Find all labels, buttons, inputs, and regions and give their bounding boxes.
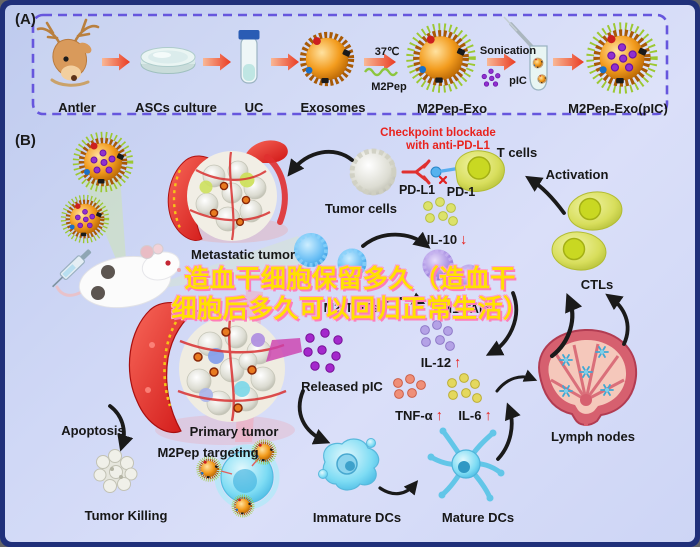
il-10-down-arrow-icon: ↓	[460, 231, 468, 248]
label-pd-1: PD-1	[446, 185, 476, 199]
label-pd-l1: PD-L1	[398, 183, 436, 197]
label-ascs-culture: ASCs culture	[135, 100, 217, 115]
label-il-12: IL-12 ↑	[421, 355, 462, 370]
mouse-icon	[55, 243, 181, 309]
watermark-line-1: 造血干细胞保留多久（造血干	[184, 265, 516, 293]
label-tnf-alpha: TNF-α ↑	[395, 408, 443, 423]
m2-tam-cells	[294, 233, 367, 278]
il-6-up-arrow-icon: ↑	[484, 407, 492, 424]
m1-tam-cells	[422, 249, 482, 290]
blocked-x-icon	[438, 175, 448, 185]
t-cell-icon	[455, 150, 505, 192]
label-m1-tams: M1-TAMs	[441, 302, 497, 316]
label-m2-tams: M2-TAMs	[323, 301, 379, 315]
uc-tube-icon	[238, 30, 260, 84]
il-6-dots	[447, 373, 482, 403]
label-il-6: IL-6 ↑	[458, 408, 491, 423]
label-apoptosis: Apoptosis	[61, 423, 125, 438]
label-m2pep-exo-pic: M2Pep-Exo(pIC)	[568, 101, 668, 116]
watermark-text: 造血干细胞保留多久（造血干 细胞后多久可以回归正常生活）	[5, 264, 695, 324]
panel-b-tag: (B)	[15, 132, 36, 149]
label-released-pic: Released pIC	[301, 379, 383, 394]
label-tumor-killing: Tumor Killing	[84, 508, 168, 523]
il-10-text: IL-10	[426, 232, 458, 247]
deer-antler-icon	[36, 18, 100, 87]
label-sonication: Sonication	[479, 45, 537, 57]
label-antler: Antler	[58, 100, 96, 115]
immature-dc-icon	[318, 438, 380, 491]
label-m2pep: M2Pep	[371, 81, 407, 93]
tumor-cell-icon	[349, 148, 397, 196]
label-checkpoint-1: Checkpoint blockade	[380, 127, 496, 139]
label-t-cells: T cells	[496, 145, 538, 160]
lymph-node-illustration	[538, 328, 638, 426]
workflow-arrows	[102, 53, 584, 71]
il-12-text: IL-12	[420, 355, 452, 370]
watermark-line-2: 细胞后多久可以回归正常生活）	[171, 295, 529, 323]
ctl-cell-icon	[567, 191, 623, 231]
label-tumor-cells: Tumor cells	[324, 201, 398, 216]
label-ctls: CTLs	[580, 277, 614, 292]
tnf-up-arrow-icon: ↑	[435, 407, 443, 424]
label-m2pep-targeting: M2Pep targeting	[157, 445, 259, 460]
injection-beam-2	[134, 236, 316, 292]
injected-nanoparticle-icon	[76, 135, 130, 189]
petri-dish-icon	[140, 47, 196, 74]
il-12-up-arrow-icon: ↑	[454, 354, 462, 371]
panel-a-tag: (A)	[15, 11, 36, 28]
metastatic-tumor-illustration	[167, 140, 288, 243]
label-checkpoint-2: with anti-PD-L1	[406, 140, 490, 152]
tnf-dots	[393, 374, 426, 399]
diagram-artwork	[31, 13, 669, 518]
label-exosomes: Exosomes	[300, 100, 366, 115]
label-immature-dcs: Immature DCs	[312, 510, 402, 525]
label-il-10: IL-10 ↓	[427, 232, 468, 247]
mature-dc-icon	[427, 427, 505, 502]
figure-canvas: (A) Antler ASCs culture UC Exosomes M2Pe…	[5, 5, 695, 542]
il-12-dots	[420, 320, 455, 351]
anti-pd-l1-antibody-icon	[401, 159, 431, 185]
apoptotic-cell-icon	[93, 449, 138, 493]
label-metastatic-tumor: Metastatic tumor	[190, 247, 296, 262]
ctl-cell-icon-2	[551, 231, 607, 271]
primary-tumor-illustration	[128, 290, 302, 445]
label-lymph-nodes: Lymph nodes	[550, 429, 636, 444]
label-primary-tumor: Primary tumor	[189, 424, 279, 439]
sonication-tube-icon	[503, 16, 548, 91]
il-10-dots	[423, 197, 458, 226]
label-37c: 37℃	[374, 46, 400, 58]
label-pic: pIC	[509, 75, 527, 87]
label-m2pep-exo: M2Pep-Exo	[416, 101, 488, 116]
syringe-icon	[52, 249, 92, 288]
flow-arrows	[108, 150, 630, 496]
pd-l1-ligand-icon	[430, 166, 442, 178]
released-pic-dots	[303, 328, 343, 373]
label-uc: UC	[244, 100, 264, 115]
m2pep-targeting-cell	[196, 439, 280, 518]
il-6-text: IL-6	[458, 408, 482, 423]
m2pep-peptide-squiggle	[364, 67, 398, 77]
label-activation: Activation	[545, 167, 609, 182]
label-mature-dcs: Mature DCs	[441, 510, 515, 525]
tnf-text: TNF-α	[395, 408, 433, 423]
